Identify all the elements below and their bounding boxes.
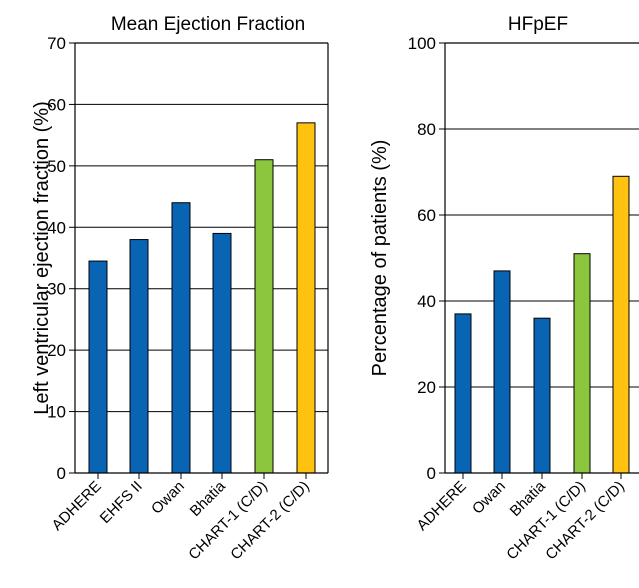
y-tick-label: 70 (47, 34, 66, 53)
x-tick-label: Owan (148, 478, 188, 518)
y-tick-label: 80 (417, 120, 436, 139)
y-tick-label: 30 (47, 280, 66, 299)
y-axis-label: Percentage of patients (%) (369, 140, 391, 377)
bar (493, 270, 511, 474)
x-tick-label: ADHERE (49, 478, 105, 534)
y-tick-label: 60 (47, 95, 66, 114)
x-tick-label: ADHERE (414, 478, 470, 534)
y-tick-label: 20 (417, 378, 436, 397)
y-tick-label: 20 (47, 341, 66, 360)
y-ticks: 0 10 20 30 40 50 60 70 (47, 34, 75, 483)
bars (454, 175, 630, 474)
x-tick-label: CHART-2 (C/D) (227, 478, 312, 563)
bars (88, 122, 316, 474)
plot-frame (74, 42, 329, 474)
y-tick-label: 0 (427, 464, 436, 483)
y-tick-label: 40 (47, 218, 66, 237)
bar (129, 239, 149, 474)
bar (454, 313, 472, 474)
chart-title: Mean Ejection Fraction (111, 14, 305, 35)
bar (88, 260, 108, 474)
y-tick-label: 0 (57, 464, 66, 483)
x-tick-label: Owan (469, 478, 509, 518)
x-tick-label: EHFS II (97, 478, 146, 527)
y-tick-label: 40 (417, 292, 436, 311)
bar (254, 159, 274, 474)
grid-lines (445, 128, 639, 388)
bar (612, 175, 630, 474)
bar (171, 202, 191, 474)
mean-ejection-fraction-chart: Mean Ejection Fraction Left ventricular … (31, 14, 329, 563)
y-ticks: 0 20 40 60 80 100 (408, 34, 445, 483)
y-tick-label: 100 (408, 34, 436, 53)
y-tick-label: 50 (47, 157, 66, 176)
bar (533, 317, 551, 474)
bar (212, 232, 232, 474)
bar (296, 122, 316, 474)
y-tick-label: 10 (47, 403, 66, 422)
y-tick-label: 60 (417, 206, 436, 225)
grid-lines (75, 103, 328, 413)
y-axis-label: Left ventricular ejection fraction (%) (31, 101, 53, 414)
chart-title: HFpEF (508, 14, 568, 35)
hfpef-chart: HFpEF Percentage of patients (%) 0 20 40 60… (369, 14, 639, 563)
bar (573, 253, 591, 474)
